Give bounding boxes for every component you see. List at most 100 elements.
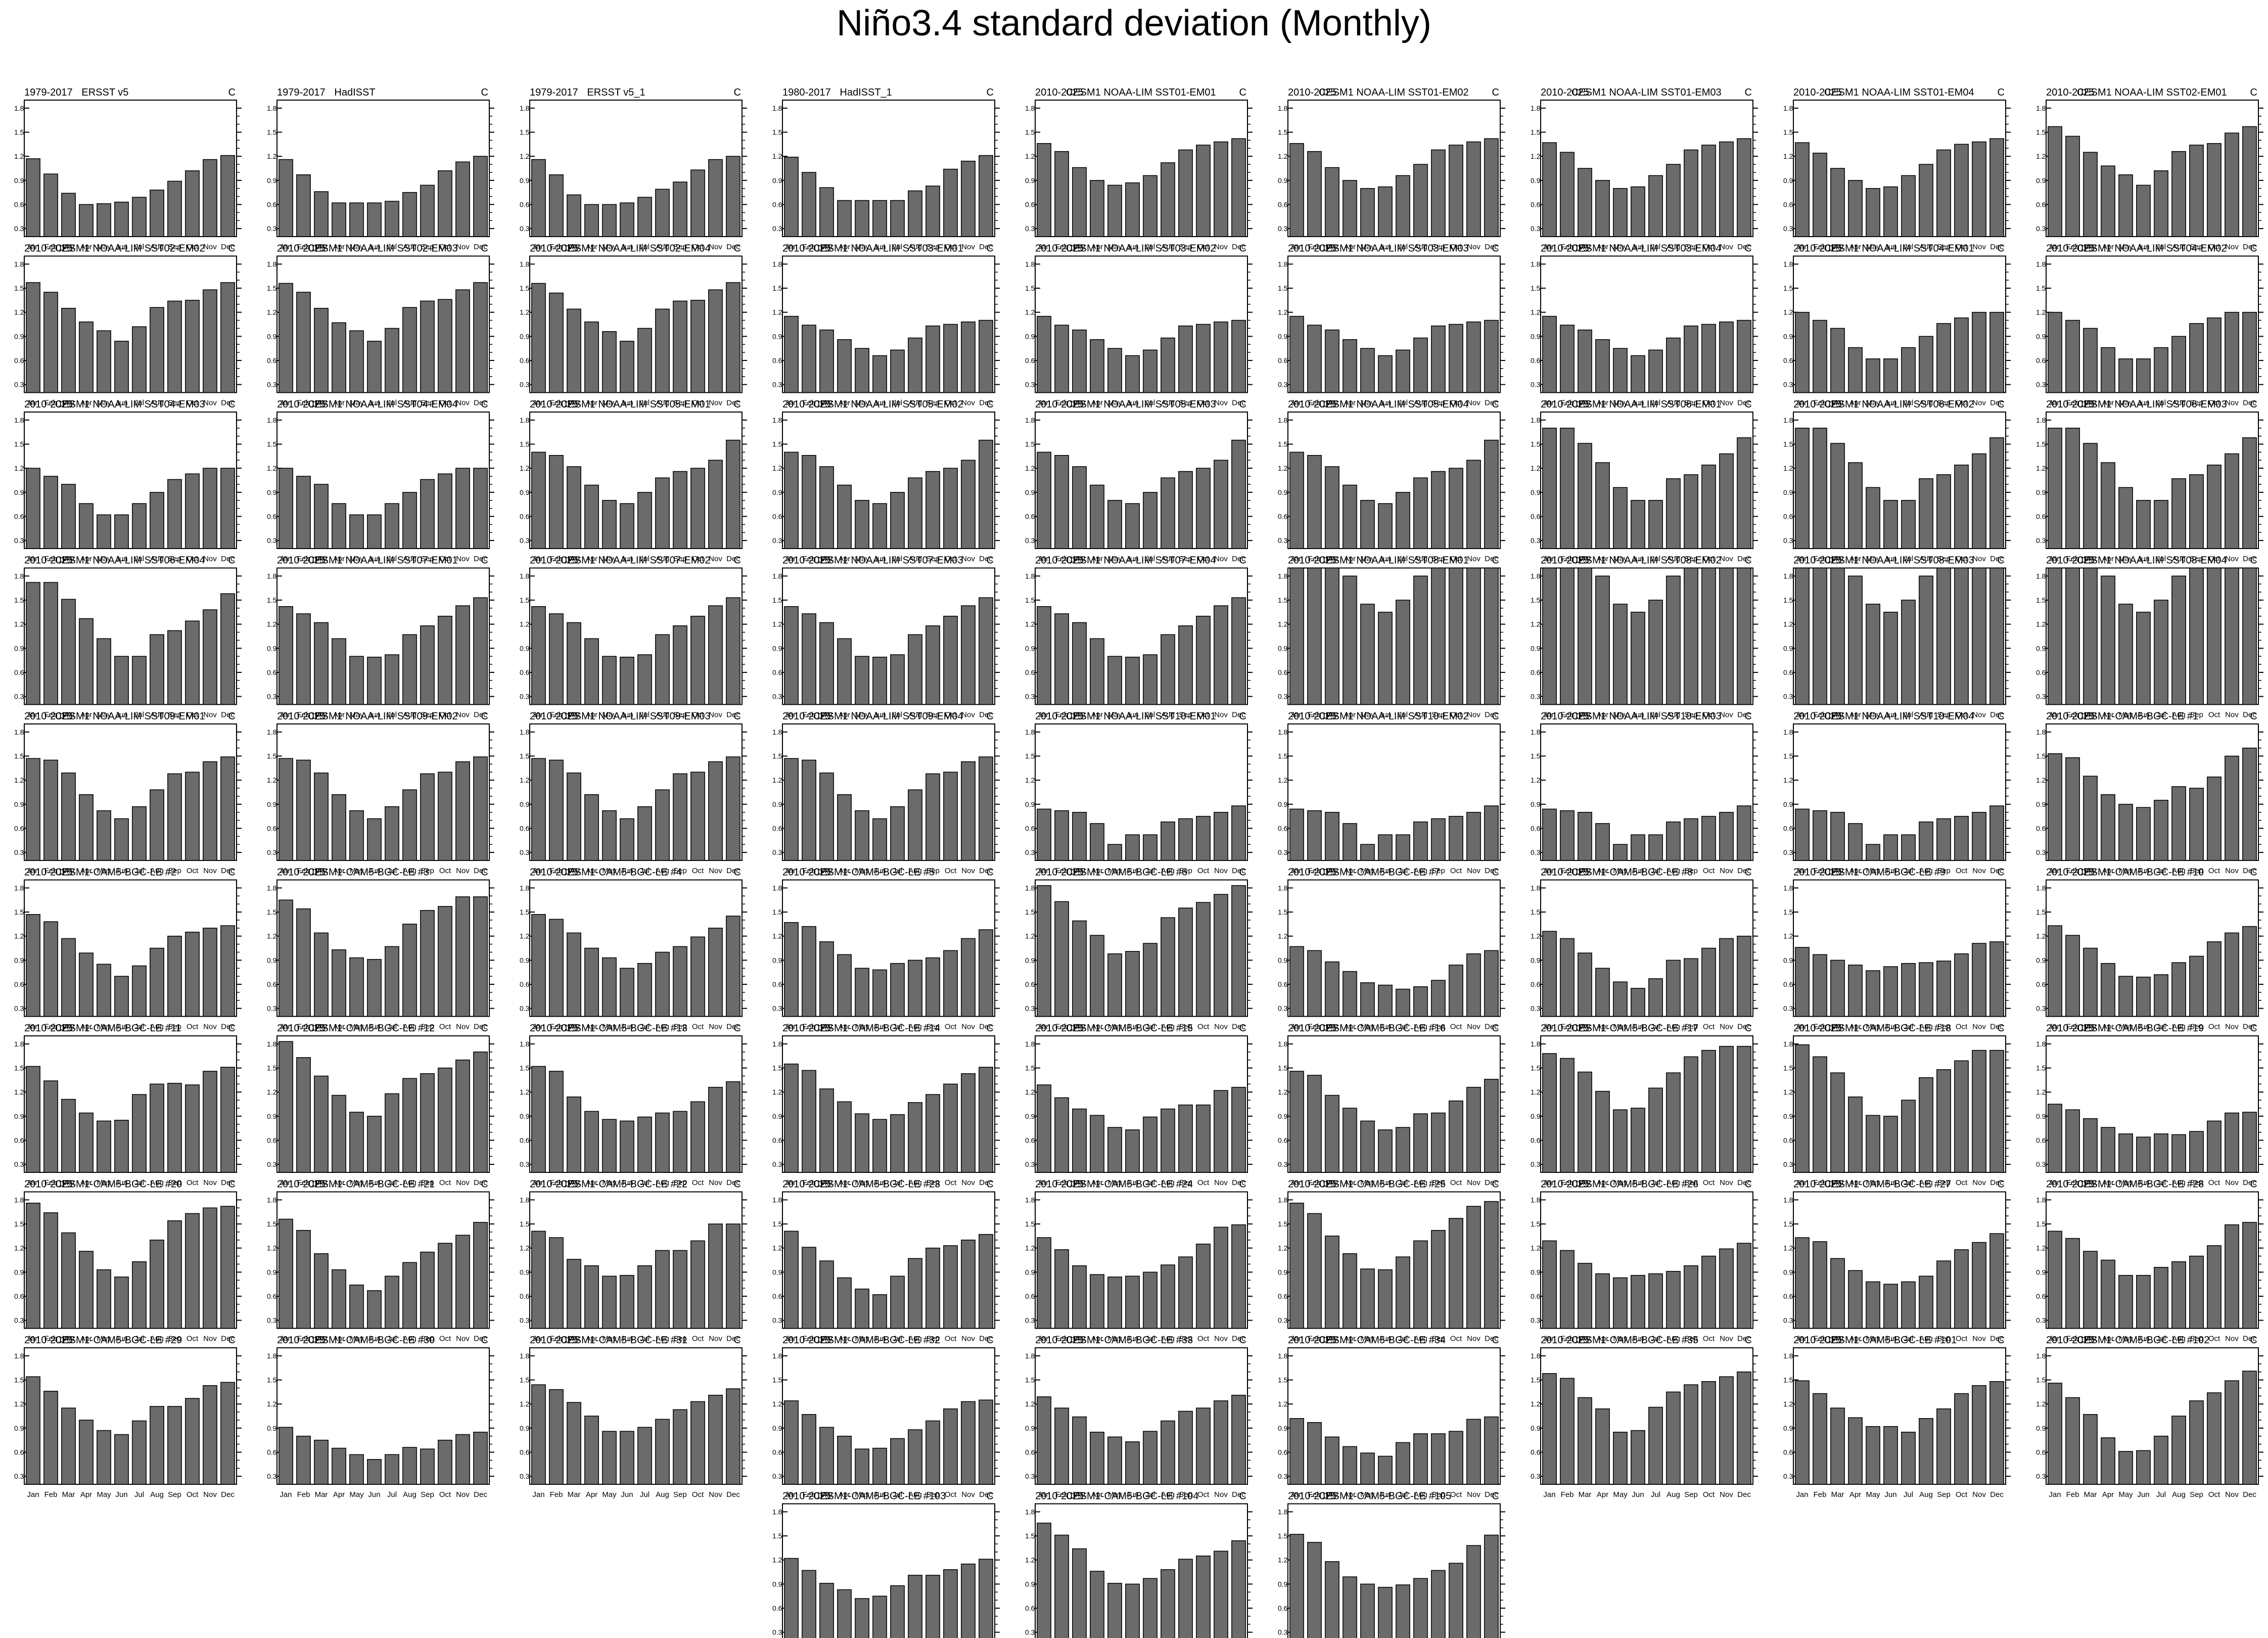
panel-1-xtick-label: Dec: [221, 243, 235, 251]
panel-39-ytick-label: 1.2: [520, 776, 530, 784]
panel-81-ytick-label: 1.2: [2036, 1400, 2046, 1408]
panel-40-name: CESM1 NOAA-LIM SST09-EM04: [813, 711, 963, 722]
panel-53-ytick-label: 1.2: [1783, 932, 1793, 940]
panel-59-units: C: [1239, 1023, 1246, 1034]
panel-7-ytick-label: 1.5: [1531, 128, 1541, 136]
panel-1-xtick-label: Aug: [150, 243, 164, 251]
panel-31-bar-sep: [925, 625, 940, 705]
panel-74-xtick-label: Jul: [387, 1490, 397, 1499]
panel-14-bar-dec: [1231, 320, 1246, 393]
panel-77-bar-oct: [1196, 1407, 1211, 1485]
panel-11-bar-jun: [367, 341, 382, 393]
panel-24-ytick-label: 0.3: [1278, 536, 1288, 544]
panel-38-ytick-label: 0.6: [267, 824, 277, 832]
panel-21-name: CESM1 NOAA-LIM SST05-EM01: [561, 399, 711, 410]
panel-66-name: CESM1-CAM5-BGC-LE #22: [561, 1179, 687, 1190]
panel-34-bar-dec: [1737, 567, 1751, 705]
panel-64-name: CESM1-CAM5-BGC-LE #20: [55, 1179, 182, 1190]
panel-12-xtick-label: Jan: [532, 399, 544, 407]
panel-4-bar-jan: [784, 157, 799, 237]
panel-12-bar-apr: [584, 321, 599, 393]
panel-73-bar-sep: [167, 1406, 182, 1485]
panel-44-name: CESM1 NOAA-LIM SST10-EM04: [1824, 711, 1974, 722]
panel-44-bar-feb: [1813, 810, 1827, 861]
panel-31-bar-dec: [979, 597, 993, 705]
panel-18-bar-jan: [2048, 311, 2062, 393]
panel-58-bar-dec: [979, 1067, 993, 1173]
panel-32-bar-may: [1107, 656, 1122, 705]
panel-72-bar-jun: [2136, 1275, 2151, 1329]
panel-57-bar-oct: [690, 1101, 705, 1173]
panel-69-ytick-label: 1.2: [1278, 1244, 1288, 1252]
panel-17-xtick-label: Sep: [1937, 399, 1951, 407]
panel-8-xtick-label: Dec: [1990, 243, 2004, 251]
panel-18-bar-aug: [2171, 336, 2186, 393]
panel-42-xtick-label: Oct: [1450, 867, 1462, 875]
panel-50-bar-sep: [1178, 907, 1193, 1017]
panel-17-xtick-label: May: [1866, 399, 1880, 407]
panel-52-bar-dec: [1737, 935, 1751, 1017]
panel-55-units: C: [228, 1023, 236, 1034]
panel-9-frame: [2046, 100, 2259, 237]
panel-55-bar-nov: [203, 1071, 217, 1173]
panel-17-ytick-label: 1.2: [1783, 308, 1793, 316]
panel-10-bar-mar: [61, 307, 76, 393]
panel-9-bar-jul: [2154, 170, 2168, 237]
panel-18-bar-feb: [2065, 320, 2080, 393]
panel-46-bar-jun: [114, 976, 129, 1017]
panel-28-bar-oct: [185, 620, 200, 705]
panel-33-ytick-label: 1.2: [1278, 620, 1288, 628]
panel-80-xtick-label: Jul: [1904, 1490, 1913, 1499]
panel-34-ytick-label: 1.2: [1531, 620, 1541, 628]
panel-44-xtick-label: Oct: [1956, 867, 1968, 875]
panel-10-xtick-label: Nov: [203, 399, 217, 407]
panel-44-bar-dec: [1989, 805, 2004, 861]
panel-9-bar-oct: [2207, 143, 2221, 237]
panel-3-xtick-label: Jun: [621, 243, 633, 251]
panel-14-xtick-label: Oct: [1197, 399, 1210, 407]
panel-79-xtick-label: Sep: [1684, 1490, 1698, 1499]
panel-58-xtick-label: Oct: [945, 1178, 957, 1187]
panel-4-bar-dec: [979, 155, 993, 237]
panel-19-bar-mar: [61, 484, 76, 549]
panel-8-xtick-label: May: [1866, 243, 1880, 251]
panel-47-name: CESM1-CAM5-BGC-LE #3: [308, 867, 429, 878]
panel-17-bar-nov: [1972, 311, 1986, 393]
panel-21-bar-nov: [708, 460, 723, 549]
panel-20-bar-nov: [455, 468, 470, 549]
panel-73-xtick-label: Jun: [115, 1490, 127, 1499]
panel-36-xtick-label: Nov: [2225, 711, 2239, 719]
panel-62-bar-apr: [1848, 1096, 1863, 1173]
panel-9-name: CESM1 NOAA-LIM SST02-EM01: [2077, 87, 2227, 98]
panel-1-bar-oct: [185, 170, 200, 237]
panel-22-xtick-label: Oct: [945, 555, 957, 563]
panel-27-ytick-label: 0.6: [2036, 512, 2046, 520]
panel-35-bar-jul: [1901, 600, 1916, 705]
panel-23-ytick-label: 0.9: [1025, 488, 1035, 496]
panel-11-bar-mar: [314, 307, 329, 393]
panel-14-xtick-label: Mar: [1073, 399, 1086, 407]
panel-71-bar-feb: [1813, 1241, 1827, 1329]
panel-3-ytick-label: 0.9: [520, 176, 530, 185]
panel-23-period: 2010-2025: [1035, 399, 1084, 410]
panel-9-xtick-label: Feb: [2066, 243, 2079, 251]
panel-65-ytick-label: 0.9: [267, 1268, 277, 1276]
panel-22-ytick-label: 0.3: [772, 536, 782, 544]
panel-23-units: C: [1239, 399, 1246, 410]
panel-65-ytick-label: 0.6: [267, 1292, 277, 1300]
panel-19-bar-jun: [114, 514, 129, 549]
panel-24-xtick-label: Jul: [1398, 555, 1408, 563]
panel-46-ytick-label: 0.6: [14, 980, 24, 988]
panel-73-xtick-label: Mar: [62, 1490, 75, 1499]
panel-35-ytick-label: 0.3: [1783, 693, 1793, 701]
panel-35-bar-may: [1866, 604, 1880, 705]
panel-6-bar-apr: [1343, 180, 1357, 237]
panel-4-bar-jun: [872, 200, 887, 237]
panel-75-name: CESM1-CAM5-BGC-LE #31: [561, 1335, 687, 1346]
panel-6-xtick-label: Sep: [1431, 243, 1445, 251]
panel-16-bar-oct: [1701, 324, 1716, 393]
panel-44-bar-oct: [1954, 815, 1969, 861]
panel-68-bar-apr: [1090, 1274, 1104, 1329]
panel-53-bar-apr: [1848, 965, 1863, 1017]
panel-73-ytick-label: 1.5: [14, 1376, 24, 1384]
